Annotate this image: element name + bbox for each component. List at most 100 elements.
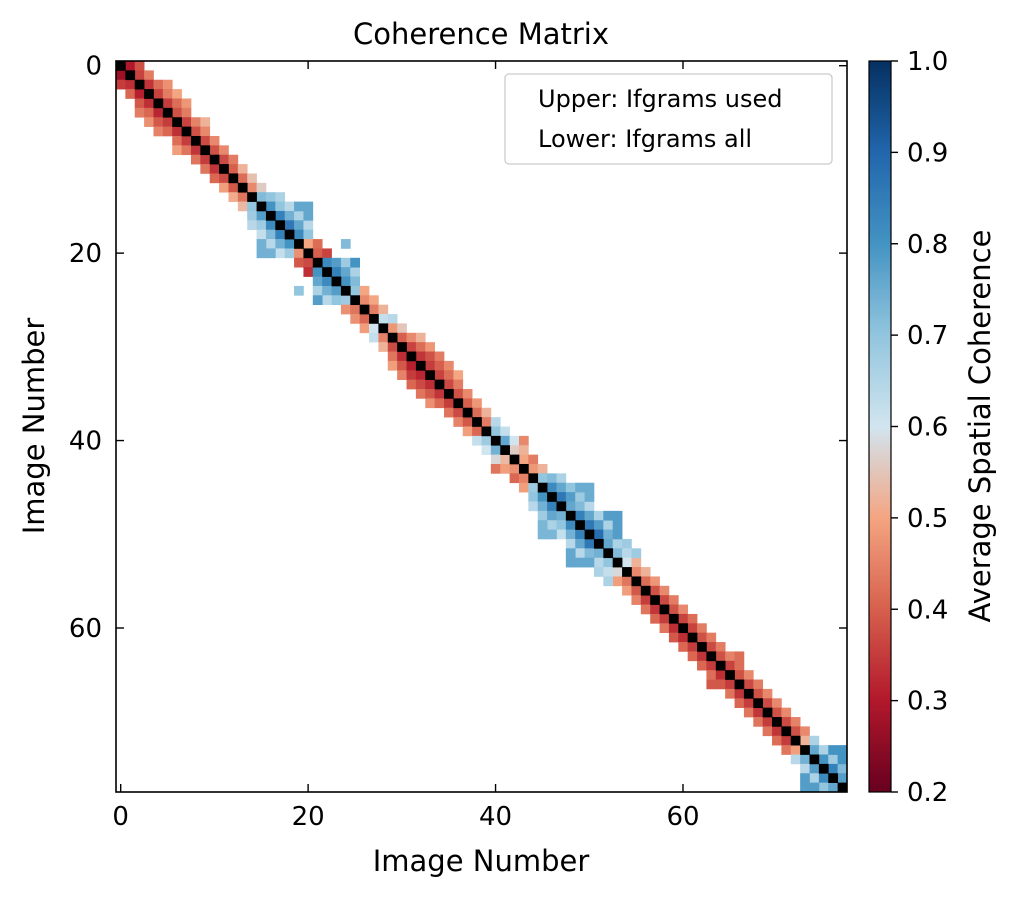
upper-cell (284, 220, 295, 231)
lower-cell (537, 492, 548, 502)
lower-cell (565, 557, 576, 568)
lower-cell (734, 688, 745, 699)
lower-cell (387, 351, 398, 362)
lower-cell (116, 79, 126, 90)
lower-cell (425, 379, 435, 390)
upper-cell (434, 370, 445, 380)
lower-cell (153, 117, 164, 127)
upper-cell (743, 679, 754, 690)
lower-cell (144, 107, 154, 118)
upper-cell (500, 426, 510, 437)
upper-cell (200, 135, 211, 146)
upper-cell (415, 351, 426, 362)
lower-cell (725, 679, 735, 690)
diagonal-cell (500, 445, 510, 455)
upper-cell (406, 342, 417, 352)
lower-cell (265, 220, 276, 231)
diagonal-cell (387, 332, 398, 343)
upper-cell (650, 585, 660, 596)
lower-cell (340, 304, 351, 315)
diagonal-cell (706, 651, 717, 662)
diagonal-cell (828, 773, 838, 783)
upper-cell (190, 117, 201, 127)
upper-cell (575, 510, 585, 521)
lower-cell (734, 698, 745, 709)
upper-cell (659, 585, 670, 596)
lower-cell (444, 407, 454, 418)
lower-cell (350, 314, 361, 324)
diagonal-cell (134, 79, 145, 90)
legend: Upper: Ifgrams used Lower: Ifgrams all (504, 73, 833, 165)
lower-cell (350, 304, 361, 315)
legend-entry-lower: Lower: Ifgrams all (538, 125, 752, 153)
diagonal-cell (612, 557, 623, 568)
lower-cell (547, 529, 557, 540)
diagonal-cell (237, 182, 248, 193)
diagonal-cell (322, 267, 332, 277)
upper-cell (294, 201, 304, 212)
lower-cell (537, 520, 548, 530)
lower-cell (359, 323, 370, 334)
upper-cell (612, 548, 623, 559)
lower-cell (818, 773, 829, 783)
upper-cell (322, 248, 332, 259)
diagonal-cell (575, 520, 585, 530)
upper-cell (434, 351, 445, 362)
diagonal-cell (415, 360, 426, 371)
lower-cell (753, 717, 764, 727)
upper-cell (612, 529, 623, 540)
x-tick-label: 20 (292, 802, 325, 832)
upper-cell (593, 520, 604, 530)
lower-cell (650, 613, 660, 624)
lower-cell (565, 520, 576, 530)
upper-cell (125, 61, 136, 71)
lower-cell (715, 679, 726, 690)
legend-entry-upper: Upper: Ifgrams used (538, 85, 783, 113)
upper-cell (790, 717, 801, 727)
colorbar-tick-label: 0.3 (907, 687, 948, 717)
upper-cell (284, 201, 295, 212)
upper-cell (650, 576, 660, 587)
upper-cell (518, 435, 529, 446)
lower-cell (397, 370, 407, 380)
upper-cell (631, 567, 642, 577)
upper-cell (397, 332, 407, 343)
upper-cell (340, 239, 351, 249)
upper-cell (256, 182, 267, 193)
upper-cell (172, 89, 182, 99)
diagonal-cell (462, 407, 473, 418)
upper-cell (772, 698, 782, 709)
diagonal-cell (200, 145, 211, 156)
upper-cell (603, 538, 614, 549)
diagonal-cell (284, 229, 295, 240)
lower-cell (294, 257, 304, 268)
lower-cell (153, 126, 164, 137)
lower-cell (144, 98, 154, 109)
matrix-cells (116, 61, 848, 793)
lower-cell (537, 510, 548, 521)
lower-cell (753, 707, 764, 718)
diagonal-cell (312, 257, 323, 268)
upper-cell (697, 623, 707, 634)
lower-cell (406, 370, 417, 380)
lower-cell (575, 538, 585, 549)
lower-cell (593, 567, 604, 577)
upper-cell (762, 698, 773, 709)
upper-cell (743, 670, 754, 680)
diagonal-cell (837, 782, 848, 793)
y-axis-label: Image Number (17, 318, 51, 535)
lower-cell (331, 295, 342, 306)
upper-cell (612, 510, 623, 521)
upper-cell (312, 239, 323, 249)
upper-cell (303, 229, 314, 240)
lower-cell (781, 745, 792, 755)
colorbar-tick-label: 0.5 (907, 504, 948, 534)
upper-cell (228, 154, 239, 165)
upper-cell (622, 538, 632, 549)
lower-cell (490, 445, 501, 455)
lower-cell (228, 192, 239, 202)
lower-cell (678, 632, 689, 643)
lower-cell (275, 248, 286, 259)
lower-cell (575, 557, 585, 568)
colorbar-tick-label: 0.9 (907, 138, 948, 168)
